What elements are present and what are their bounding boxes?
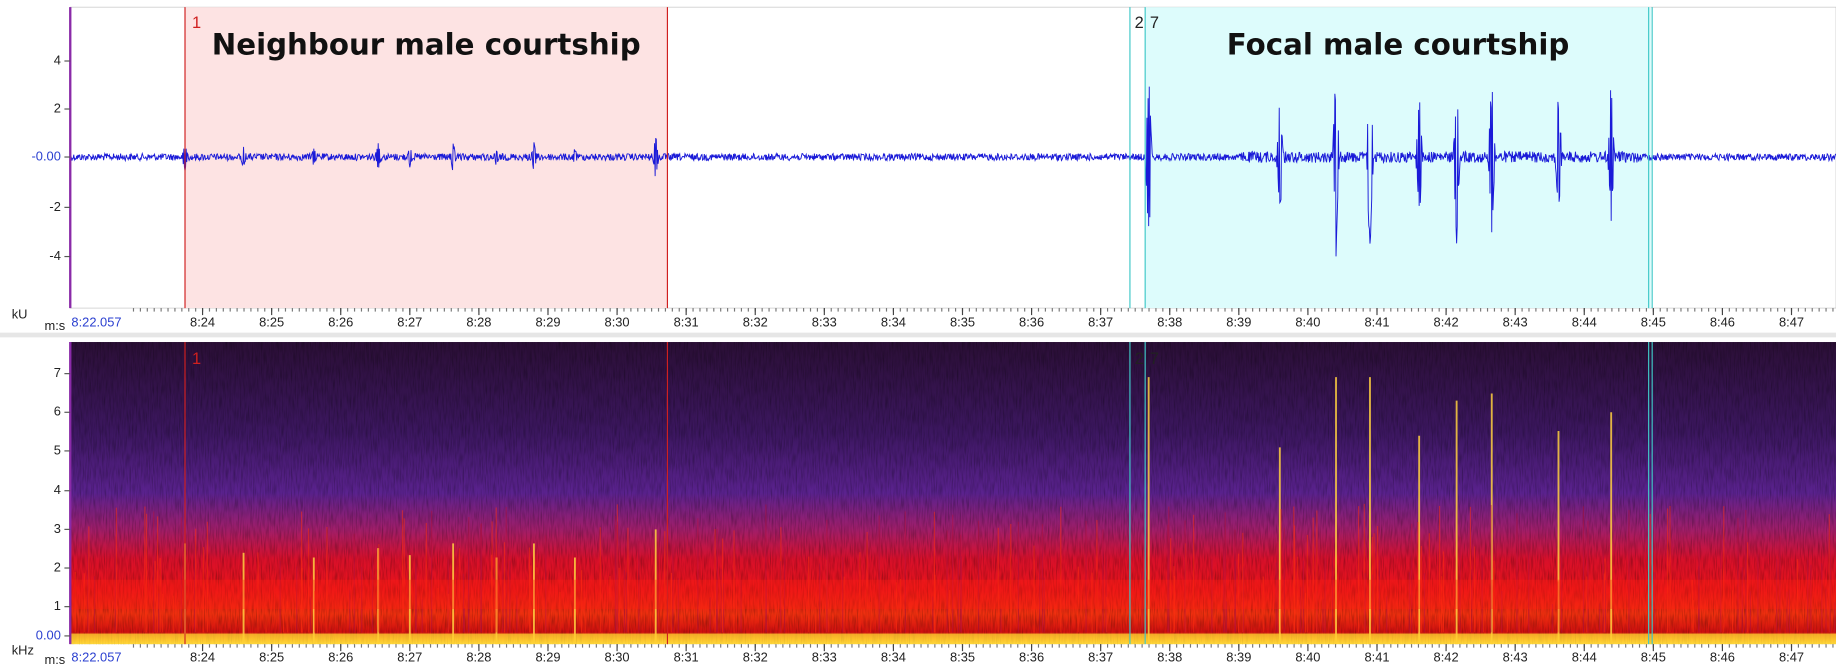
x-tick-label: 8:25 — [259, 315, 284, 330]
y-tick-label: -0.00 — [32, 148, 61, 163]
x-tick-label: 8:32 — [743, 315, 768, 330]
x-tick-label: 8:27 — [397, 650, 422, 665]
x-tick-label: 8:32 — [743, 650, 768, 665]
x-tick-label: 8:26 — [328, 650, 353, 665]
y-tick-label: 7 — [54, 365, 61, 380]
y-tick-label: 1 — [54, 598, 61, 613]
x-tick-label: 8:47 — [1779, 315, 1804, 330]
x-tick-label: 8:29 — [535, 650, 560, 665]
x-tick-label: 8:46 — [1710, 650, 1735, 665]
selection-id: 2 — [1135, 14, 1144, 32]
selection-label: Focal male courtship — [1227, 27, 1570, 61]
x-tick-label: 8:42 — [1434, 650, 1459, 665]
x-tick-label: 8:24 — [190, 315, 215, 330]
selection-id: 7 — [1150, 14, 1159, 32]
selection-label: Neighbour male courtship — [212, 27, 641, 61]
x-tick-label: 8:34 — [881, 650, 906, 665]
x-tick-label: 8:41 — [1364, 315, 1389, 330]
x-tick-label: 8:44 — [1572, 315, 1597, 330]
selection-id: 1 — [192, 350, 201, 368]
y-tick-label: 4 — [54, 52, 61, 67]
x-tick-label: 8:37 — [1088, 315, 1113, 330]
x-tick-label: 8:25 — [259, 650, 284, 665]
selection-id: 7 — [1150, 350, 1159, 368]
x-tick-label: 8:45 — [1641, 650, 1666, 665]
spectrogram-band — [70, 579, 1836, 609]
x-tick-label: 8:31 — [674, 315, 699, 330]
x-tick-label: 8:29 — [535, 315, 560, 330]
x-tick-label: 8:36 — [1019, 315, 1044, 330]
y-tick-label: 5 — [54, 442, 61, 457]
x-tick-label: 8:28 — [466, 650, 491, 665]
spectrogram — [70, 377, 1836, 645]
x-tick-label: 8:26 — [328, 315, 353, 330]
x-tick-label: 8:37 — [1088, 650, 1113, 665]
y-tick-label: 2 — [54, 559, 61, 574]
x-tick-label: 8:43 — [1503, 650, 1528, 665]
x-tick-label: 8:47 — [1779, 650, 1804, 665]
selection-id: 2 — [1135, 350, 1144, 368]
y-tick-label: -2 — [49, 199, 60, 214]
x-tick-label: 8:27 — [397, 315, 422, 330]
x-tick-label: 8:42 — [1434, 315, 1459, 330]
x-tick-label: 8:31 — [674, 650, 699, 665]
start-time: 8:22.057 — [71, 315, 121, 330]
y-tick-label: -4 — [49, 248, 60, 263]
y-unit: kHz — [12, 643, 34, 658]
start-time: 8:22.057 — [71, 650, 121, 665]
spectrogram-floor — [70, 633, 1836, 645]
x-tick-label: 8:34 — [881, 315, 906, 330]
x-tick-label: 8:33 — [812, 650, 837, 665]
x-tick-label: 8:38 — [1157, 315, 1182, 330]
time-unit: m:s — [44, 652, 65, 667]
y-tick-label: 6 — [54, 404, 61, 419]
x-tick-label: 8:40 — [1295, 315, 1320, 330]
x-tick-label: 8:30 — [605, 650, 630, 665]
panel-separator — [0, 332, 1836, 338]
y-tick-label: 2 — [54, 100, 61, 115]
waveform — [69, 86, 1836, 257]
y-unit: kU — [12, 307, 28, 322]
y-tick-label: 4 — [54, 482, 61, 497]
x-tick-label: 8:35 — [950, 315, 975, 330]
x-tick-label: 8:46 — [1710, 315, 1735, 330]
x-tick-label: 8:28 — [466, 315, 491, 330]
y-tick-label: 0.00 — [36, 627, 61, 642]
x-tick-label: 8:24 — [190, 650, 215, 665]
x-tick-label: 8:39 — [1226, 315, 1251, 330]
waveform-trace — [69, 86, 1836, 257]
time-unit: m:s — [44, 318, 65, 333]
x-tick-label: 8:35 — [950, 650, 975, 665]
x-tick-label: 8:36 — [1019, 650, 1044, 665]
x-tick-label: 8:43 — [1503, 315, 1528, 330]
x-tick-label: 8:38 — [1157, 650, 1182, 665]
x-tick-label: 8:39 — [1226, 650, 1251, 665]
x-tick-label: 8:30 — [605, 315, 630, 330]
x-tick-label: 8:33 — [812, 315, 837, 330]
y-tick-label: 3 — [54, 521, 61, 536]
x-tick-label: 8:41 — [1364, 650, 1389, 665]
x-tick-label: 8:45 — [1641, 315, 1666, 330]
x-tick-label: 8:44 — [1572, 650, 1597, 665]
x-tick-label: 8:40 — [1295, 650, 1320, 665]
selection-id: 1 — [192, 14, 201, 32]
